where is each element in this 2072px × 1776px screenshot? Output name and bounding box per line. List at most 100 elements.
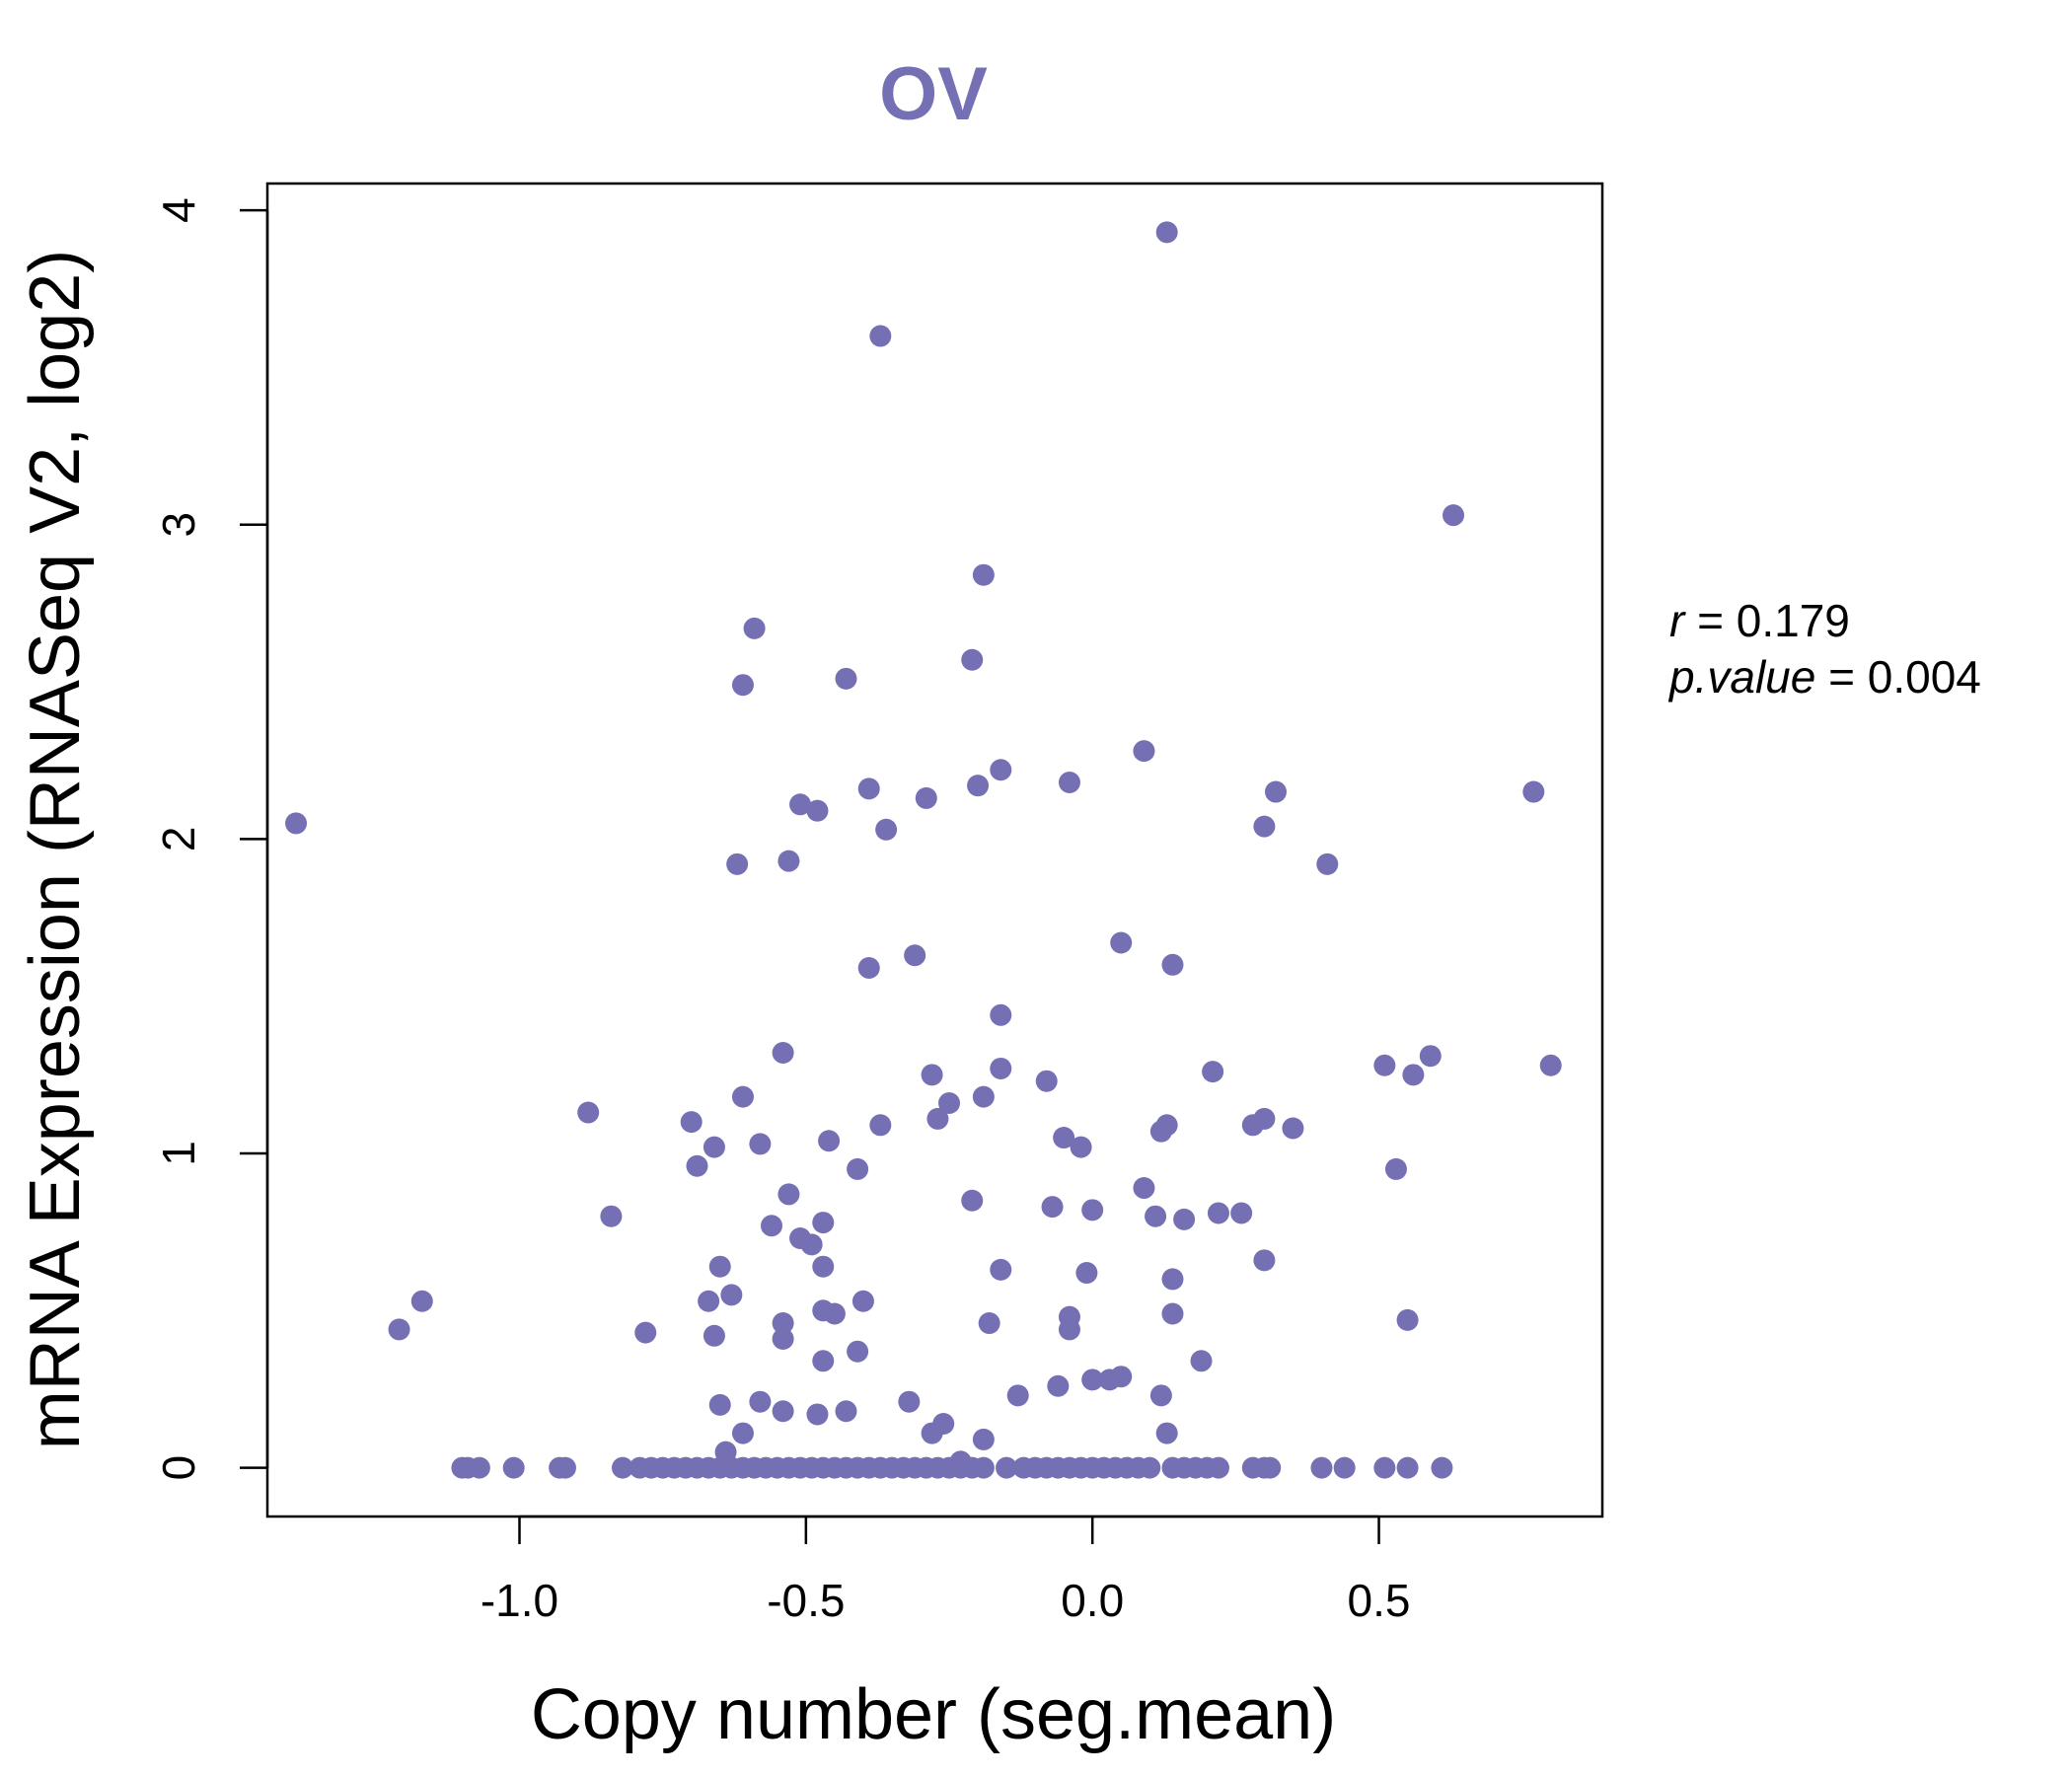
data-point <box>777 1183 800 1206</box>
data-point <box>926 1107 949 1130</box>
x-tick-label: 0.0 <box>1061 1575 1124 1626</box>
data-point <box>823 1302 846 1325</box>
data-point <box>857 777 880 800</box>
data-point <box>847 1157 869 1180</box>
x-tick-label: -1.0 <box>481 1575 558 1626</box>
x-axis-label: Copy number (seg.mean) <box>531 1675 1336 1754</box>
x-tick-label: -0.5 <box>767 1575 845 1626</box>
data-point <box>772 1400 794 1423</box>
data-point <box>772 1327 794 1350</box>
data-point <box>806 1403 829 1426</box>
data-point <box>1098 1369 1121 1391</box>
data-point <box>1006 1384 1029 1407</box>
data-point <box>1081 1199 1104 1221</box>
data-point <box>1075 1262 1098 1285</box>
data-point <box>680 1111 703 1134</box>
data-point <box>703 1324 725 1347</box>
data-point <box>1396 1456 1419 1479</box>
data-point <box>851 1290 874 1312</box>
p-value-stat: p.value = 0.004 <box>1667 651 1981 703</box>
data-point <box>875 818 898 841</box>
data-point <box>1041 1196 1064 1219</box>
data-point <box>761 1215 783 1237</box>
data-point <box>1207 1202 1229 1224</box>
data-point <box>921 1064 943 1086</box>
data-point <box>634 1321 657 1344</box>
data-point <box>938 1091 961 1114</box>
p-label: p.value <box>1667 651 1815 703</box>
data-point <box>996 1456 1018 1479</box>
data-point <box>1282 1117 1304 1140</box>
data-point <box>1539 1054 1562 1076</box>
data-point <box>898 1390 921 1413</box>
data-point <box>777 850 800 872</box>
data-point <box>869 1114 892 1137</box>
data-point <box>600 1205 623 1227</box>
data-point <box>502 1456 525 1479</box>
data-point <box>1207 1456 1229 1479</box>
data-point <box>812 1350 835 1372</box>
data-point <box>972 1085 995 1108</box>
data-point <box>410 1290 433 1312</box>
data-point <box>789 793 812 816</box>
y-tick-label: 1 <box>153 1141 204 1166</box>
data-point <box>1253 815 1276 838</box>
data-point <box>1522 780 1545 803</box>
data-point <box>1241 1114 1264 1137</box>
data-point <box>812 1212 835 1234</box>
data-point <box>1058 1318 1080 1341</box>
data-point <box>749 1390 772 1413</box>
data-point <box>1402 1064 1425 1086</box>
data-point <box>1333 1456 1356 1479</box>
data-point <box>1155 1422 1178 1444</box>
data-point <box>972 563 995 586</box>
p-value: 0.004 <box>1868 651 1981 703</box>
data-point <box>468 1456 490 1479</box>
data-point <box>1384 1157 1407 1180</box>
data-point <box>967 775 990 797</box>
data-point <box>1047 1374 1070 1397</box>
data-point <box>869 325 892 347</box>
y-tick-label: 4 <box>153 197 204 223</box>
data-points <box>285 221 1562 1479</box>
data-point <box>857 956 880 979</box>
data-point <box>1373 1456 1396 1479</box>
data-point <box>1253 1249 1276 1272</box>
data-point <box>1149 1120 1172 1143</box>
data-point <box>990 759 1012 781</box>
data-point <box>806 799 829 822</box>
data-point <box>1139 1456 1161 1479</box>
data-point <box>1316 852 1339 875</box>
data-point <box>1161 1268 1184 1291</box>
correlation-stat: r = 0.179 <box>1669 595 1850 646</box>
data-point <box>847 1340 869 1363</box>
y-tick-label: 3 <box>153 512 204 538</box>
data-point <box>812 1255 835 1278</box>
data-point <box>1265 780 1288 803</box>
data-point <box>990 1258 1012 1281</box>
data-point <box>1058 771 1080 793</box>
data-point <box>285 812 308 835</box>
p-equals: = <box>1828 651 1868 703</box>
data-point <box>961 648 984 671</box>
data-point <box>990 1003 1012 1026</box>
data-point <box>972 1428 995 1450</box>
x-tick-label: 0.5 <box>1348 1575 1411 1626</box>
data-point <box>726 852 749 875</box>
data-point <box>772 1042 794 1065</box>
data-point <box>1431 1456 1453 1479</box>
data-point <box>1396 1308 1419 1331</box>
data-point <box>749 1133 772 1155</box>
r-label: r <box>1669 595 1686 646</box>
data-point <box>1173 1208 1196 1230</box>
data-point <box>1373 1054 1396 1076</box>
y-axis-label: mRNA Expression (RNASeq V2, log2) <box>16 250 95 1449</box>
data-point <box>1155 221 1178 244</box>
data-point <box>1145 1205 1167 1227</box>
data-point <box>1133 740 1155 763</box>
data-point <box>698 1290 720 1312</box>
data-point <box>743 617 766 639</box>
data-point <box>1190 1350 1213 1372</box>
data-point <box>703 1136 725 1158</box>
